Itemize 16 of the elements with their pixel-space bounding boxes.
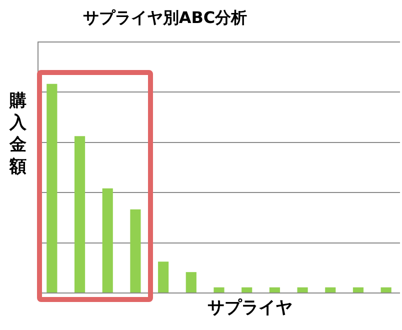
bar: [74, 136, 86, 292]
bar: [297, 287, 308, 292]
x-axis-title: サプライヤ: [206, 297, 294, 319]
bar: [325, 287, 336, 292]
bar: [242, 287, 252, 292]
y-axis-title: 購入金額: [8, 90, 28, 178]
bar: [186, 272, 196, 292]
bar: [102, 188, 113, 292]
bar: [380, 287, 392, 292]
bar: [214, 287, 224, 292]
bar: [352, 287, 364, 292]
bar: [46, 84, 58, 292]
bar: [269, 287, 280, 292]
bar: [130, 209, 141, 292]
bar: [158, 262, 169, 292]
chart-title: サプライヤ別ABC分析: [82, 8, 248, 29]
